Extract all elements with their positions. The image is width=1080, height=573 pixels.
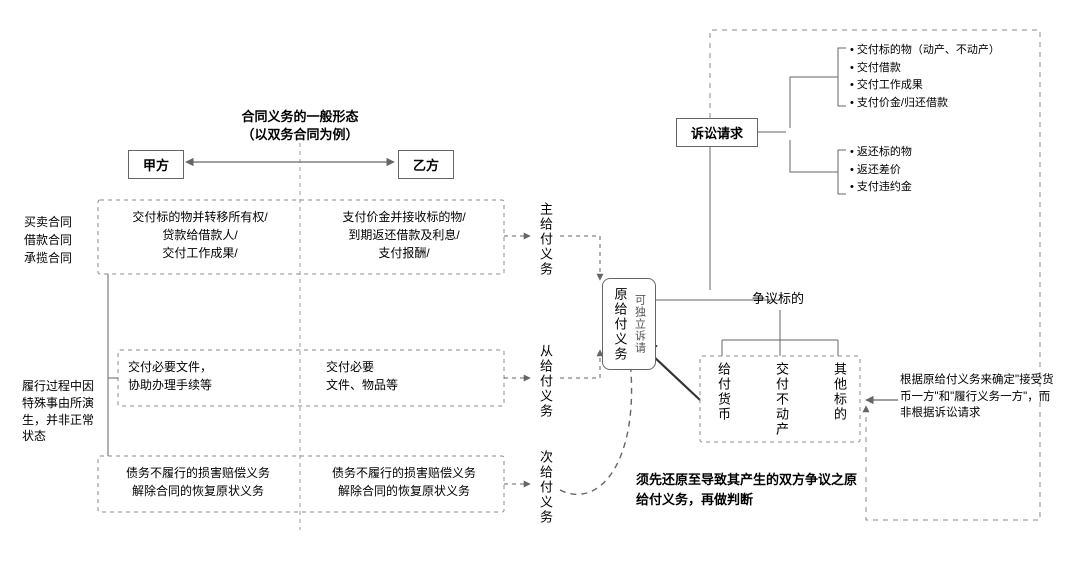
center-box: 原给付义务 可独立诉请 [602, 278, 656, 370]
row1-a: 交付标的物并转移所有权/ 贷款给借款人/ 交付工作成果/ [110, 208, 290, 262]
row1-a-l3: 交付工作成果/ [110, 244, 290, 262]
bullet-bot-0: 返还标的物 [850, 144, 912, 162]
row1-b: 支付价金并接收标的物/ 到期返还借款及利息/ 支付报酬/ [314, 208, 494, 262]
diagram-title-line2: （以双务合同为例） [200, 124, 400, 143]
party-a-box: 甲方 [128, 150, 184, 179]
row3-b: 债务不履行的损害赔偿义务 解除合同的恢复原状义务 [314, 464, 494, 500]
row1-right-label: 主给付义务 [536, 202, 555, 277]
row2-b-l1: 交付必要 [326, 358, 486, 376]
left-label-1a: 买卖合同 [24, 214, 72, 231]
center-box-main: 原给付义务 [611, 287, 630, 362]
bullet-top-2: 交付工作成果 [850, 77, 1000, 95]
litigation-box: 诉讼请求 [676, 118, 758, 147]
bullets-top: 交付标的物（动产、不动产） 交付借款 交付工作成果 支付价金/归还借款 [850, 42, 1000, 112]
row1-a-l1: 交付标的物并转移所有权/ [110, 208, 290, 226]
row3-b-l2: 解除合同的恢复原状义务 [314, 482, 494, 500]
left-label-2: 履行过程中因特殊事由所演生，并非正常状态 [22, 378, 94, 445]
center-box-side: 可独立诉请 [632, 294, 648, 354]
row2-right-label: 从给付义务 [536, 344, 555, 419]
left-label-1c: 承揽合同 [24, 250, 72, 267]
bullet-top-3: 支付价金/归还借款 [850, 95, 1000, 113]
bullets-bottom: 返还标的物 返还差价 支付违约金 [850, 144, 912, 197]
party-b-box: 乙方 [398, 150, 454, 179]
row3-b-l1: 债务不履行的损害赔偿义务 [314, 464, 494, 482]
row2-a-l2: 协助办理手续等 [128, 376, 288, 394]
row1-a-l2: 贷款给借款人/ [110, 226, 290, 244]
row3-a: 债务不履行的损害赔偿义务 解除合同的恢复原状义务 [108, 464, 288, 500]
row2-b-l2: 文件、物品等 [326, 376, 486, 394]
row2-a: 交付必要文件， 协助办理手续等 [128, 358, 288, 394]
bullet-top-0: 交付标的物（动产、不动产） [850, 42, 1000, 60]
row1-b-l3: 支付报酬/ [314, 244, 494, 262]
row3-right-label: 次给付义务 [536, 450, 555, 525]
left-label-1b: 借款合同 [24, 232, 72, 249]
row3-a-l2: 解除合同的恢复原状义务 [108, 482, 288, 500]
row2-a-l1: 交付必要文件， [128, 358, 288, 376]
dispute-item-2: 其他标的 [830, 362, 849, 422]
dispute-item-0: 给付货币 [714, 362, 733, 422]
row1-b-l1: 支付价金并接收标的物/ [314, 208, 494, 226]
bullet-bot-1: 返还差价 [850, 162, 912, 180]
dispute-item-1: 交付不动产 [772, 362, 791, 437]
row3-a-l1: 债务不履行的损害赔偿义务 [108, 464, 288, 482]
row2-b: 交付必要 文件、物品等 [326, 358, 486, 394]
bullet-top-1: 交付借款 [850, 60, 1000, 78]
bullet-bot-2: 支付违约金 [850, 179, 912, 197]
dispute-label: 争议标的 [752, 288, 804, 307]
row1-b-l2: 到期返还借款及利息/ [314, 226, 494, 244]
note-right: 根据原给付义务来确定"接受货币一方"和"履行义务一方"，而非根据诉讼请求 [900, 372, 1060, 422]
note-bottom: 须先还原至导致其产生的双方争议之原给付义务，再做判断 [636, 470, 866, 509]
diagram-title-line1: 合同义务的一般形态 [200, 106, 400, 125]
